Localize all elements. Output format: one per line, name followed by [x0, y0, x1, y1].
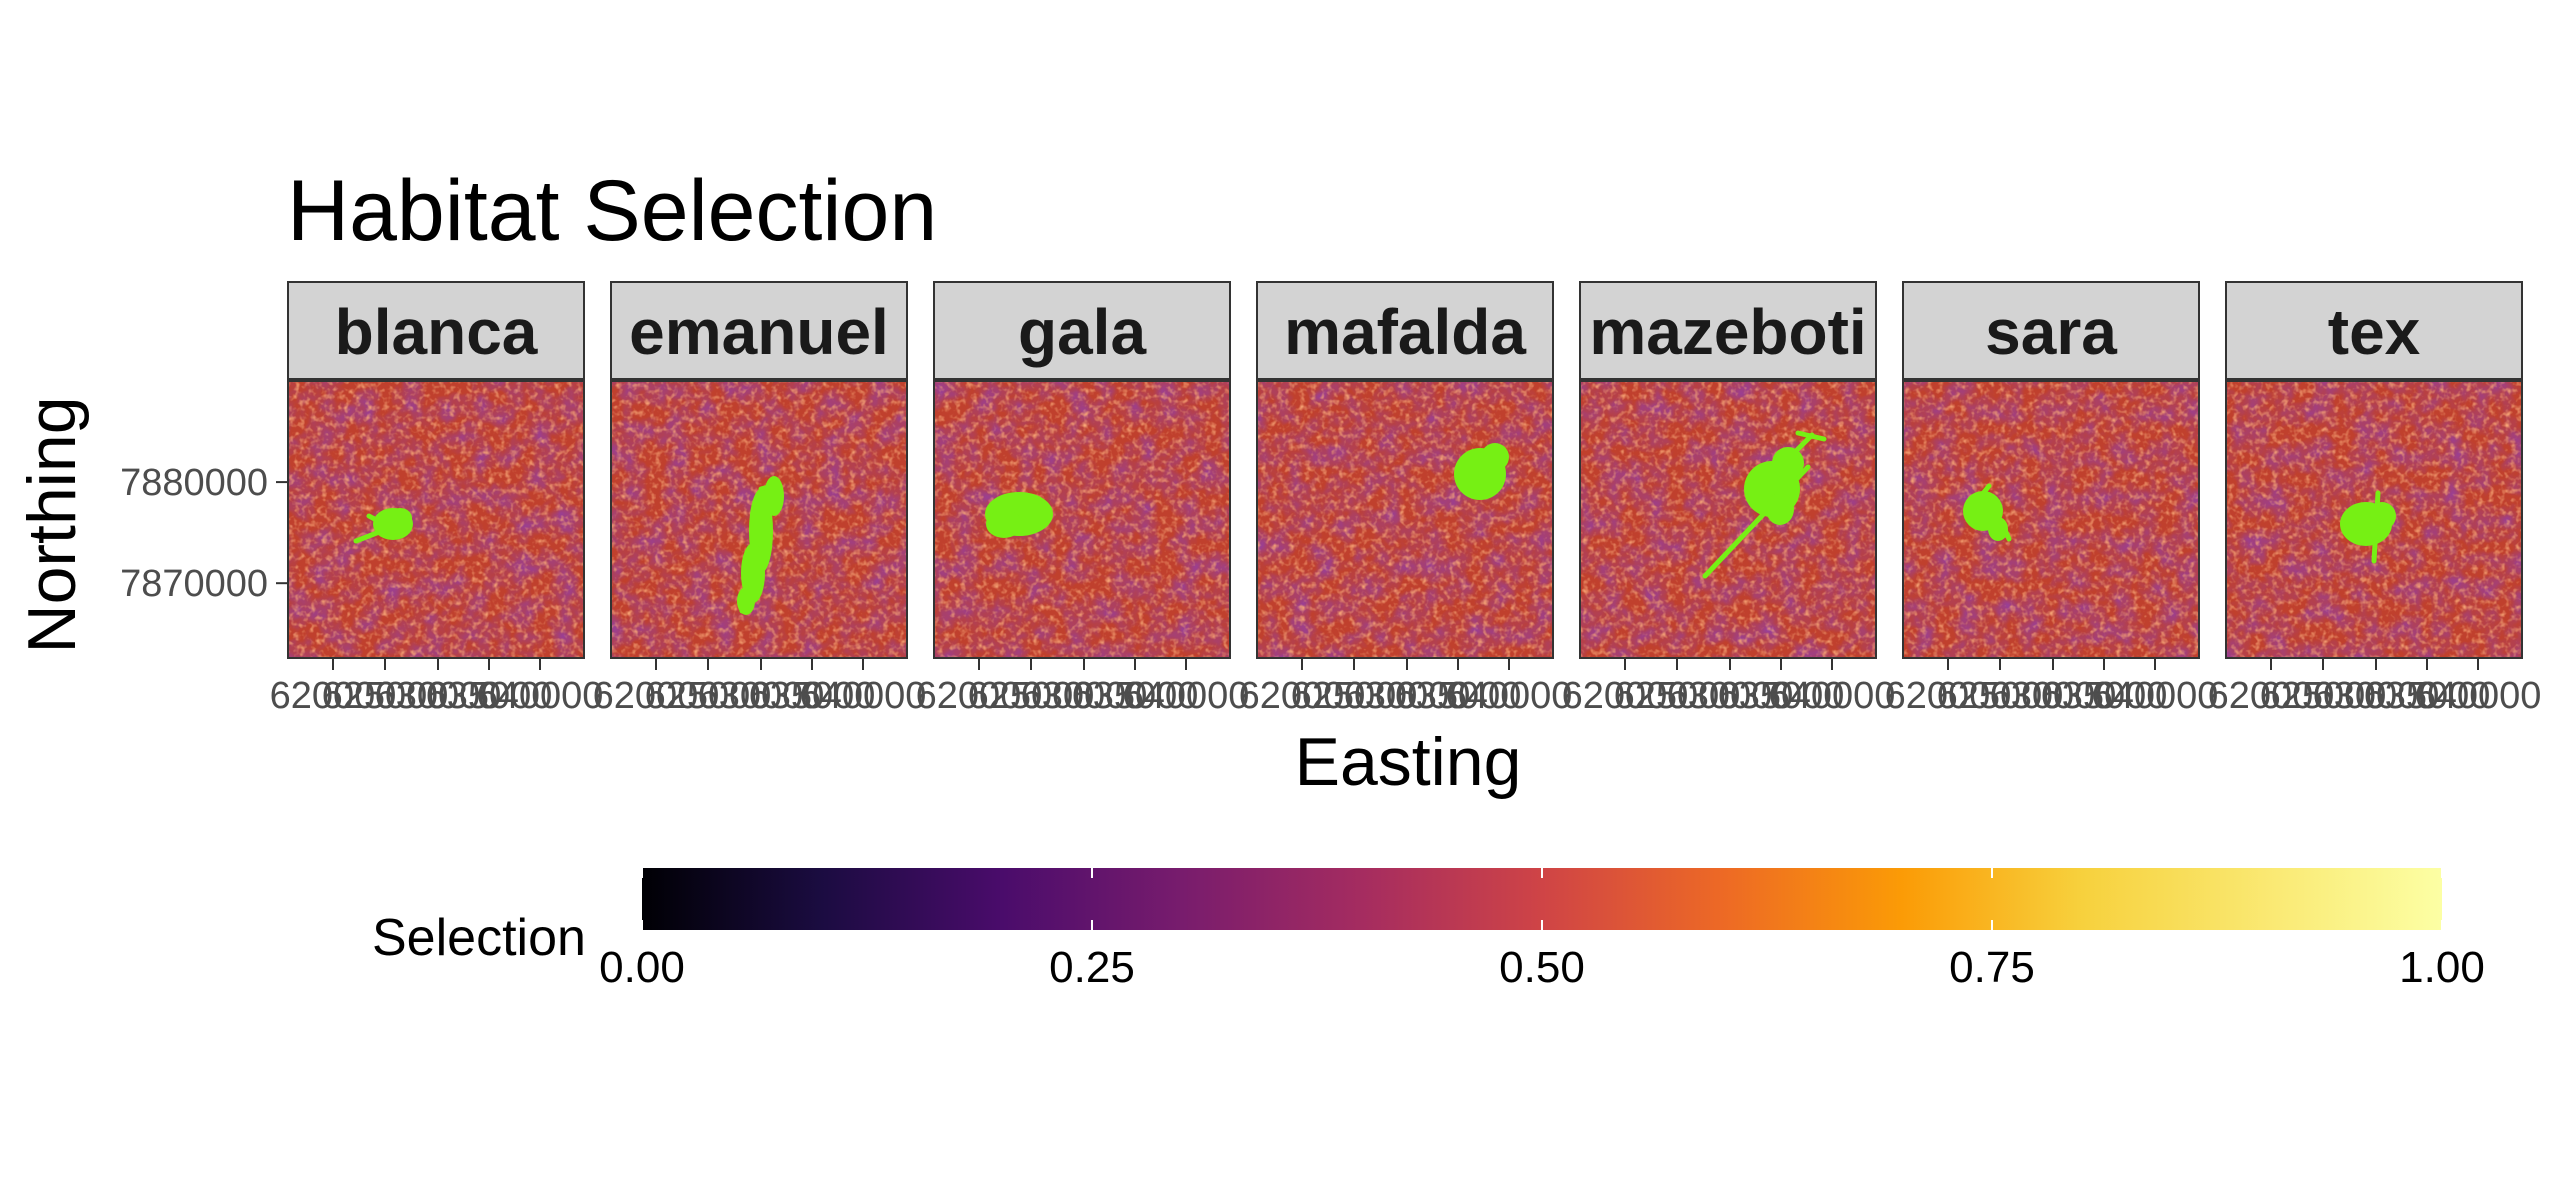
- x-tick-label: 630000: [375, 675, 502, 717]
- facet-strip: [1902, 281, 2200, 380]
- facet-strip: [287, 281, 585, 380]
- x-tick-label: 625000: [1291, 675, 1418, 717]
- x-tick-label: 635000: [749, 675, 876, 717]
- color-legend: Selection 0.00 0.25 0.50 0.75 1.00: [372, 868, 2485, 992]
- movement-track-cluster: [986, 510, 1022, 538]
- movement-track-line: [1795, 430, 1827, 442]
- x-tick-label: 625000: [968, 675, 1095, 717]
- x-tick-label: 620000: [593, 675, 720, 717]
- movement-track-cluster: [1772, 447, 1804, 479]
- facet-label-tex: tex: [2328, 296, 2421, 368]
- facet-strip: [2225, 281, 2523, 380]
- x-tick-label: 640000: [2415, 675, 2542, 717]
- legend-tick-label: 1.00: [2399, 943, 2485, 992]
- panel-border: [287, 380, 585, 659]
- x-tick-label: 640000: [800, 675, 927, 717]
- x-tick-label: 620000: [2208, 675, 2335, 717]
- panel-border: [2225, 380, 2523, 659]
- facet-label-sara: sara: [1985, 296, 2117, 368]
- y-axis-title: Northing: [14, 396, 90, 653]
- legend-colorbar: [642, 868, 2442, 930]
- legend-title: Selection: [372, 909, 586, 967]
- x-tick-label: 635000: [426, 675, 553, 717]
- legend-ticks: 0.00 0.25 0.50 0.75 1.00: [599, 868, 2485, 992]
- y-tick-label: 7880000: [120, 462, 268, 504]
- x-tick-label: 640000: [1123, 675, 1250, 717]
- x-tick-label: 620000: [1239, 675, 1366, 717]
- raster-texture-light: [1580, 381, 1876, 658]
- x-tick-label: 635000: [1072, 675, 1199, 717]
- movement-track-cluster: [1766, 493, 1794, 525]
- x-tick-label: 620000: [916, 675, 1043, 717]
- x-tick-label: 625000: [1614, 675, 1741, 717]
- raster-texture-light: [1903, 381, 2199, 658]
- x-tick-label: 630000: [1990, 675, 2117, 717]
- x-tick-label: 640000: [2092, 675, 2219, 717]
- movement-track-cluster: [2368, 502, 2396, 530]
- x-tick-label: 620000: [1885, 675, 2012, 717]
- movement-track-cluster: [1481, 443, 1509, 471]
- x-tick-label: 635000: [2041, 675, 2168, 717]
- x-tick-label: 620000: [270, 675, 397, 717]
- y-tick-label: 7870000: [120, 563, 268, 605]
- x-tick-label: 640000: [477, 675, 604, 717]
- facet-label-mazeboti: mazeboti: [1589, 296, 1866, 368]
- x-tick-label: 625000: [322, 675, 449, 717]
- x-tick-label: 630000: [2313, 675, 2440, 717]
- legend-tick-label: 0.50: [1499, 943, 1585, 992]
- raster-texture-light: [288, 381, 584, 658]
- x-tick-label: 635000: [1718, 675, 1845, 717]
- facet-label-gala: gala: [1018, 296, 1146, 368]
- x-axis-title: Easting: [1295, 724, 1522, 800]
- panel-border: [610, 380, 908, 659]
- x-tick-label: 630000: [1344, 675, 1471, 717]
- x-tick-label: 630000: [1021, 675, 1148, 717]
- movement-track-cluster: [1988, 517, 2008, 541]
- facet-strip: [1256, 281, 1554, 380]
- x-tick-label: 640000: [1769, 675, 1896, 717]
- chart-title: Habitat Selection: [287, 163, 937, 259]
- legend-tick-label: 0.75: [1949, 943, 2035, 992]
- x-tick-label: 635000: [1395, 675, 1522, 717]
- facet-label-mafalda: mafalda: [1284, 296, 1526, 368]
- x-tick-label: 620000: [1562, 675, 1689, 717]
- movement-track-cluster: [388, 508, 412, 528]
- facet-label-blanca: blanca: [335, 296, 538, 368]
- x-tick-label: 625000: [645, 675, 772, 717]
- x-tick-label: 630000: [698, 675, 825, 717]
- x-tick-label: 625000: [2260, 675, 2387, 717]
- x-tick-label: 635000: [2364, 675, 2491, 717]
- x-tick-label: 640000: [1446, 675, 1573, 717]
- raster-texture-light: [1257, 381, 1553, 658]
- raster-texture-light: [934, 381, 1230, 658]
- legend-tick-label: 0.25: [1049, 943, 1135, 992]
- x-tick-label: 625000: [1937, 675, 2064, 717]
- panel-border: [1902, 380, 2200, 659]
- movement-track-cluster: [737, 587, 755, 615]
- facet-panels: blanca620000625000630000635000640000eman…: [270, 281, 2542, 717]
- x-tick-label: 630000: [1667, 675, 1794, 717]
- facet-strip: [610, 281, 908, 380]
- panel-border: [933, 380, 1231, 659]
- facet-label-emanuel: emanuel: [629, 296, 889, 368]
- panel-border: [1579, 380, 1877, 659]
- facet-strip: [1579, 281, 1877, 380]
- legend-tick-label: 0.00: [599, 943, 685, 992]
- facet-strip: [933, 281, 1231, 380]
- panel-border: [1256, 380, 1554, 659]
- y-axis: 7870000 7880000: [120, 462, 288, 605]
- movement-track-cluster: [764, 476, 784, 516]
